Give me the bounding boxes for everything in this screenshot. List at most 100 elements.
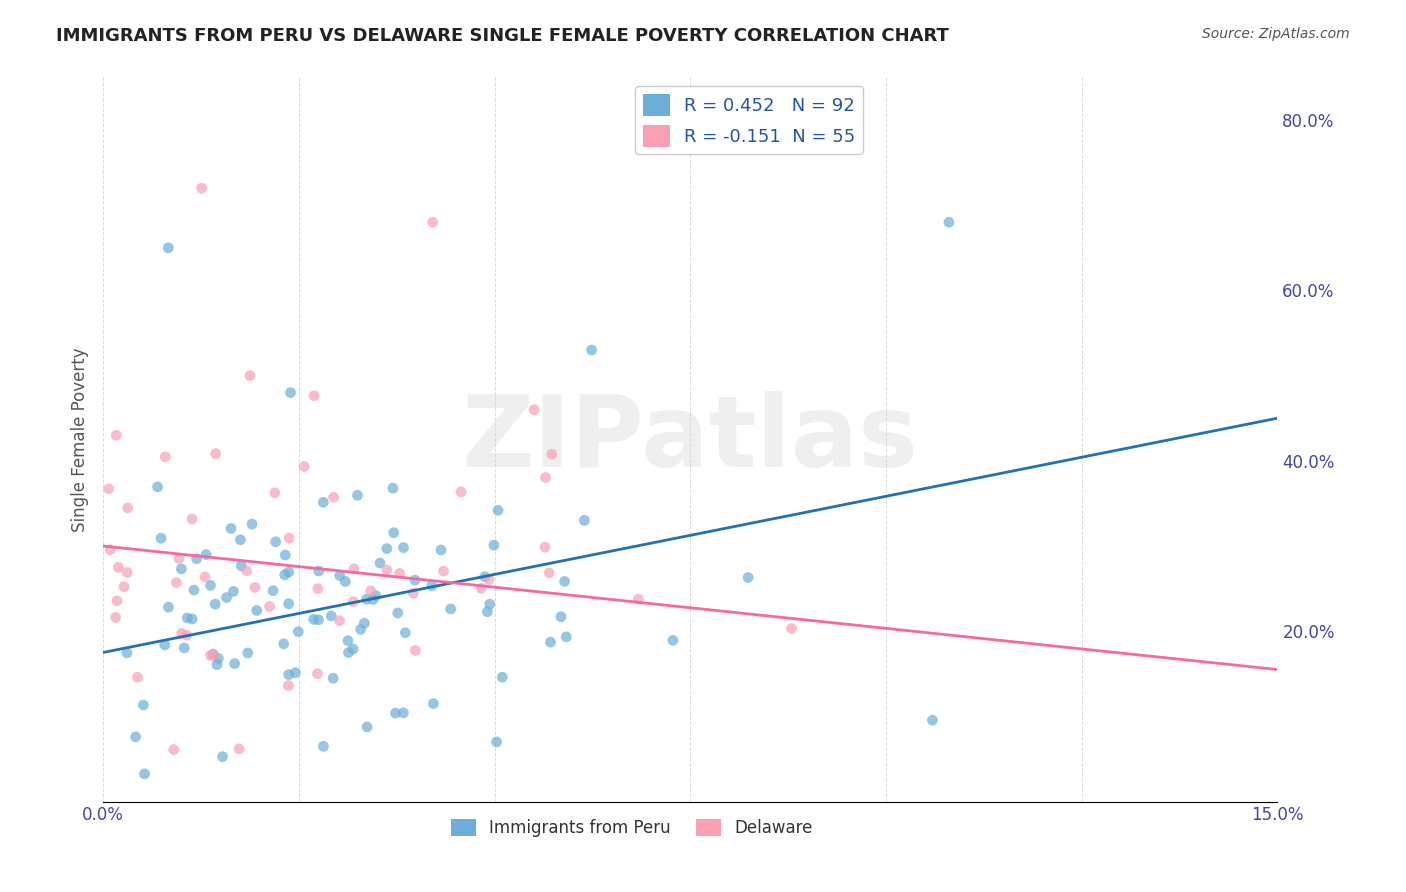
Immigrants from Peru	[336, 633, 359, 648]
Text: Source: ZipAtlas.com: Source: ZipAtlas.com	[1202, 27, 1350, 41]
Delaware	[470, 582, 492, 596]
Delaware	[115, 566, 138, 580]
Delaware	[278, 531, 301, 545]
Immigrants from Peru	[581, 343, 603, 357]
Immigrants from Peru	[356, 592, 378, 607]
Immigrants from Peru	[195, 548, 218, 562]
Delaware	[107, 560, 129, 574]
Immigrants from Peru	[277, 565, 299, 579]
Delaware	[534, 470, 557, 484]
Immigrants from Peru	[273, 637, 295, 651]
Delaware	[235, 564, 257, 578]
Immigrants from Peru	[277, 667, 299, 681]
Immigrants from Peru	[420, 579, 443, 593]
Immigrants from Peru	[302, 612, 325, 626]
Immigrants from Peru	[381, 481, 404, 495]
Immigrants from Peru	[134, 767, 156, 781]
Text: IMMIGRANTS FROM PERU VS DELAWARE SINGLE FEMALE POVERTY CORRELATION CHART: IMMIGRANTS FROM PERU VS DELAWARE SINGLE …	[56, 27, 949, 45]
Immigrants from Peru	[477, 605, 499, 619]
Delaware	[404, 643, 426, 657]
Immigrants from Peru	[153, 638, 176, 652]
Delaware	[204, 447, 226, 461]
Immigrants from Peru	[485, 735, 508, 749]
Immigrants from Peru	[229, 533, 252, 547]
Delaware	[360, 584, 382, 599]
Immigrants from Peru	[146, 480, 169, 494]
Delaware	[104, 610, 127, 624]
Delaware	[228, 742, 250, 756]
Delaware	[259, 599, 281, 614]
Immigrants from Peru	[262, 583, 284, 598]
Immigrants from Peru	[392, 541, 415, 555]
Immigrants from Peru	[478, 597, 501, 611]
Immigrants from Peru	[356, 720, 378, 734]
Delaware	[780, 622, 803, 636]
Delaware	[432, 564, 454, 578]
Delaware	[181, 512, 204, 526]
Delaware	[534, 540, 557, 554]
Immigrants from Peru	[938, 215, 960, 229]
Delaware	[478, 573, 501, 587]
Immigrants from Peru	[329, 568, 352, 582]
Legend: Immigrants from Peru, Delaware: Immigrants from Peru, Delaware	[444, 813, 820, 844]
Immigrants from Peru	[170, 562, 193, 576]
Immigrants from Peru	[273, 567, 295, 582]
Delaware	[402, 586, 425, 600]
Immigrants from Peru	[392, 706, 415, 720]
Immigrants from Peru	[124, 730, 146, 744]
Immigrants from Peru	[236, 646, 259, 660]
Immigrants from Peru	[440, 602, 463, 616]
Immigrants from Peru	[540, 635, 562, 649]
Immigrants from Peru	[337, 646, 360, 660]
Immigrants from Peru	[181, 612, 204, 626]
Immigrants from Peru	[375, 541, 398, 556]
Immigrants from Peru	[349, 623, 371, 637]
Delaware	[322, 491, 344, 505]
Immigrants from Peru	[382, 525, 405, 540]
Immigrants from Peru	[207, 651, 229, 665]
Delaware	[329, 614, 352, 628]
Delaware	[190, 181, 212, 195]
Immigrants from Peru	[157, 241, 180, 255]
Immigrants from Peru	[264, 534, 287, 549]
Immigrants from Peru	[346, 488, 368, 502]
Delaware	[202, 648, 225, 663]
Delaware	[450, 484, 472, 499]
Delaware	[155, 450, 177, 464]
Delaware	[200, 648, 222, 663]
Immigrants from Peru	[222, 584, 245, 599]
Delaware	[375, 563, 398, 577]
Immigrants from Peru	[482, 538, 505, 552]
Delaware	[97, 482, 120, 496]
Immigrants from Peru	[284, 665, 307, 680]
Immigrants from Peru	[150, 531, 173, 545]
Immigrants from Peru	[430, 543, 453, 558]
Immigrants from Peru	[384, 706, 406, 721]
Immigrants from Peru	[186, 551, 208, 566]
Immigrants from Peru	[287, 624, 309, 639]
Immigrants from Peru	[205, 657, 228, 672]
Immigrants from Peru	[204, 597, 226, 611]
Delaware	[98, 542, 121, 557]
Y-axis label: Single Female Poverty: Single Female Poverty	[72, 347, 89, 532]
Immigrants from Peru	[737, 570, 759, 584]
Immigrants from Peru	[173, 640, 195, 655]
Immigrants from Peru	[353, 616, 375, 631]
Delaware	[194, 570, 217, 584]
Delaware	[540, 447, 562, 461]
Delaware	[307, 582, 329, 596]
Immigrants from Peru	[662, 633, 685, 648]
Immigrants from Peru	[219, 521, 242, 535]
Delaware	[388, 566, 411, 581]
Delaware	[292, 459, 315, 474]
Immigrants from Peru	[422, 697, 444, 711]
Immigrants from Peru	[157, 600, 180, 615]
Delaware	[302, 389, 325, 403]
Immigrants from Peru	[312, 495, 335, 509]
Delaware	[176, 628, 198, 642]
Immigrants from Peru	[231, 558, 253, 573]
Immigrants from Peru	[312, 739, 335, 754]
Immigrants from Peru	[404, 573, 426, 587]
Immigrants from Peru	[321, 609, 343, 624]
Delaware	[538, 566, 561, 580]
